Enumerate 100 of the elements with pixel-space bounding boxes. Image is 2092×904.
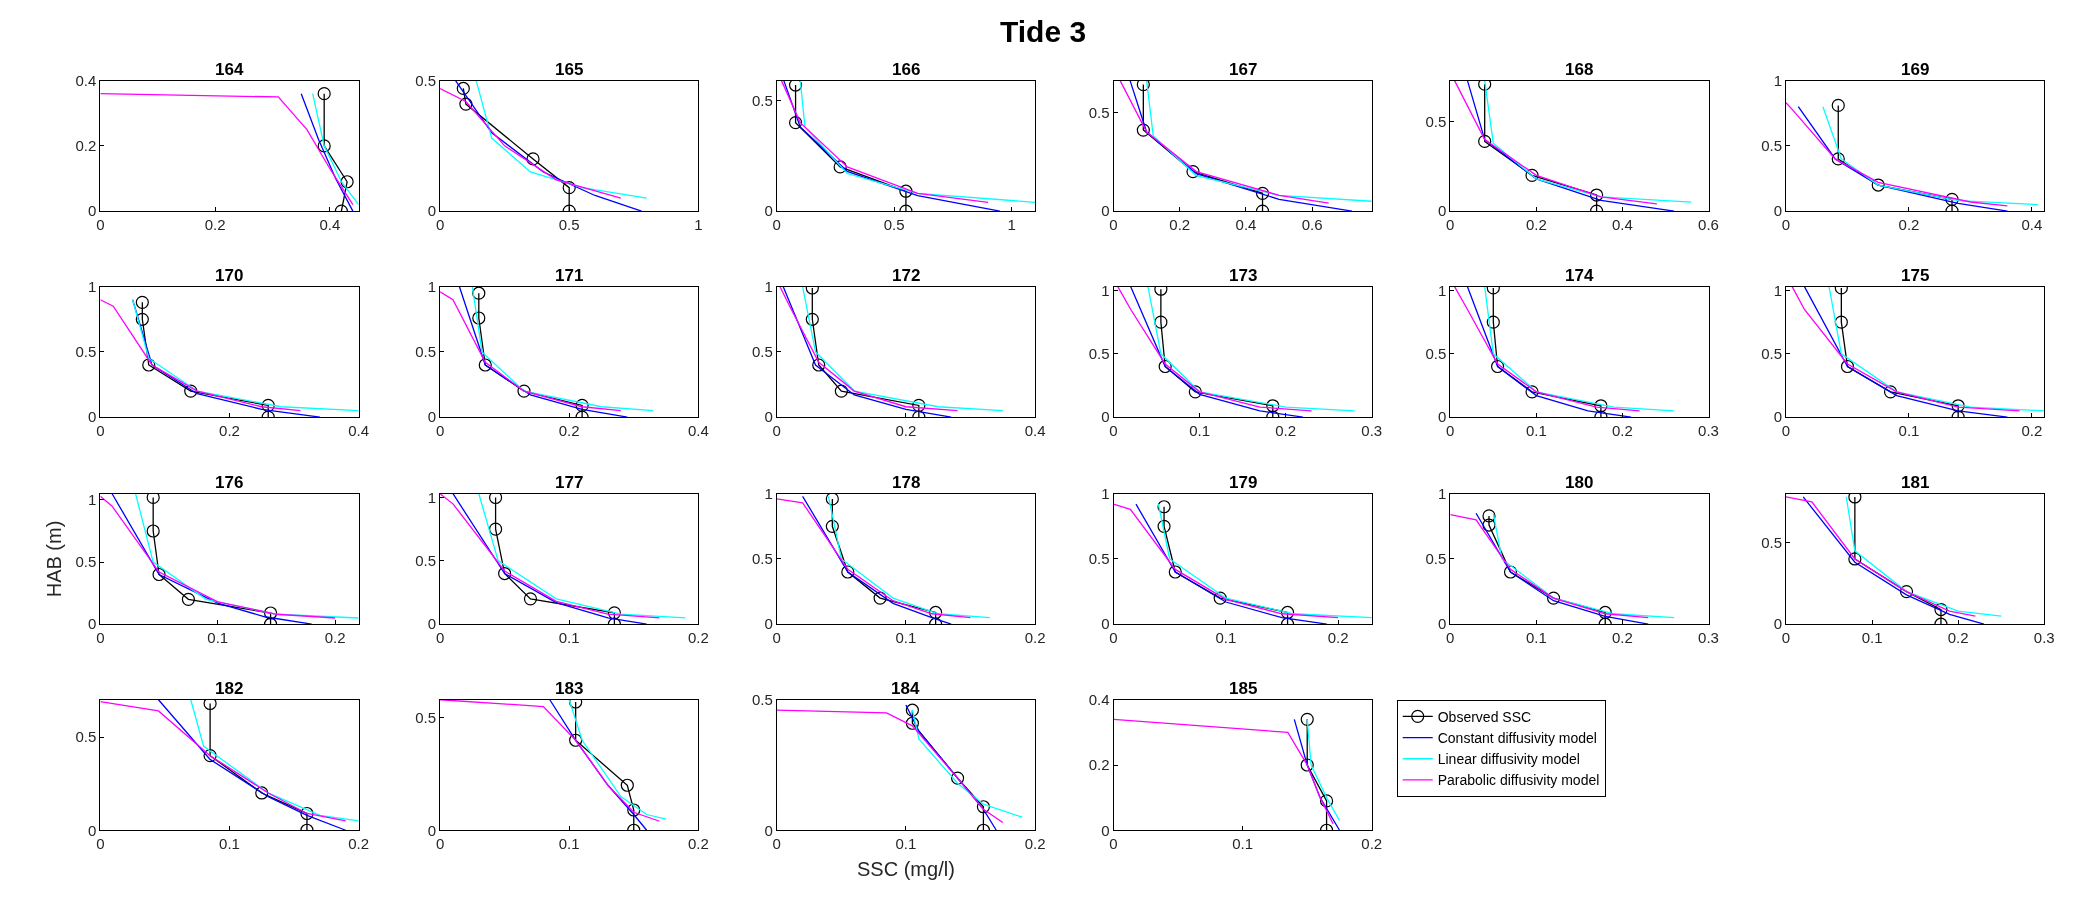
x-tick-label: 0.2	[687, 835, 709, 853]
line-series	[1484, 286, 1675, 412]
y-tick-label: 1	[88, 491, 97, 509]
x-tick-label: 0.5	[883, 216, 905, 234]
point	[1154, 286, 1168, 296]
y-tick-label: 1	[1437, 484, 1447, 502]
x-tick-label: 0.2	[1169, 216, 1191, 234]
legend-label: Parabolic diffusivity model	[1437, 772, 1600, 789]
point	[834, 384, 848, 398]
chart-title: 185	[1229, 679, 1258, 698]
y-tick-label: 0.5	[751, 691, 773, 709]
legend-label: Observed SSC	[1437, 708, 1532, 725]
y-tick-label: 1	[764, 277, 773, 295]
line-series	[475, 80, 648, 199]
point	[1834, 315, 1848, 329]
y-tick-label: 0	[764, 615, 773, 633]
point	[873, 591, 887, 605]
point	[1188, 385, 1202, 399]
x-tick-label: 0.6	[1698, 216, 1719, 234]
point	[255, 786, 269, 800]
point	[181, 592, 195, 606]
y-axis-title: HAB (m)	[42, 520, 65, 598]
line-series	[1845, 496, 2002, 617]
point	[1899, 584, 1914, 599]
point	[1934, 602, 1948, 617]
chart-title: 184	[891, 679, 920, 698]
line-series	[157, 699, 347, 831]
point	[1478, 134, 1492, 148]
x-tick-label: 0.4	[2021, 216, 2043, 234]
line-series	[312, 93, 359, 206]
point	[841, 565, 855, 579]
line-series	[1822, 106, 2039, 206]
line-series	[1453, 80, 1658, 205]
point	[340, 175, 354, 189]
point	[1266, 399, 1280, 413]
x-tick-label: 0.3	[2033, 629, 2055, 647]
y-tick-label: 0	[88, 202, 97, 220]
y-tick-label: 1	[1437, 281, 1447, 299]
point	[1154, 315, 1168, 329]
point	[135, 312, 149, 326]
x-tick-label: 0.2	[687, 629, 709, 647]
point	[1831, 98, 1845, 113]
line-series	[440, 291, 622, 412]
chart-title: 164	[215, 60, 244, 79]
x-tick-label: 0.1	[1525, 629, 1547, 647]
x-tick-label: 0.3	[1361, 422, 1383, 440]
x-tick-label: 0.3	[1698, 422, 1719, 440]
x-tick-label: 0.2	[1024, 629, 1046, 647]
point	[526, 152, 540, 166]
x-tick-label: 0.2	[204, 216, 226, 234]
y-tick-label: 0.5	[1088, 550, 1110, 568]
y-tick-label: 0	[1101, 408, 1110, 426]
x-tick-label: 0.1	[895, 629, 917, 647]
point	[472, 286, 486, 300]
y-tick-label: 0	[764, 408, 773, 426]
point	[562, 181, 576, 195]
point	[317, 87, 331, 101]
x-tick-label: 0.2	[1612, 629, 1633, 647]
line-series	[801, 495, 952, 625]
point	[805, 312, 819, 326]
line-series	[1129, 80, 1353, 212]
point	[1491, 359, 1505, 374]
y-tick-label: 0.5	[1761, 345, 1782, 363]
line-series	[190, 699, 359, 822]
legend-label: Linear diffusivity model	[1437, 751, 1580, 768]
point	[1213, 591, 1227, 605]
y-tick-label: 0	[1101, 615, 1110, 633]
y-tick-label: 0.2	[1088, 756, 1110, 774]
point	[575, 398, 589, 413]
point	[1546, 591, 1561, 605]
x-tick-label: 1	[694, 216, 703, 234]
chart-title: 167	[1229, 60, 1258, 79]
y-tick-label: 0	[1437, 615, 1447, 633]
point	[905, 703, 919, 717]
chart-title: 179	[1229, 473, 1258, 492]
point	[1482, 509, 1496, 523]
line-series	[1475, 512, 1649, 625]
y-tick-label: 0	[1773, 408, 1782, 426]
chart-title: 174	[1565, 266, 1594, 285]
y-tick-label: 0.5	[415, 552, 437, 570]
point	[1280, 605, 1295, 620]
point	[950, 771, 965, 785]
x-tick-label: 0.2	[1525, 216, 1547, 234]
y-tick-label: 0.4	[1088, 691, 1110, 709]
chart-title: 175	[1901, 266, 1930, 285]
x-tick-label: 0.2	[1361, 835, 1383, 853]
chart-title: 176	[215, 473, 244, 492]
x-tick-label: 0.3	[1698, 629, 1719, 647]
chart-title: 177	[555, 473, 584, 492]
line-series	[801, 286, 1004, 412]
point	[261, 398, 275, 413]
point	[1831, 152, 1845, 166]
chart-title: 181	[1901, 473, 1930, 492]
point	[1157, 519, 1171, 533]
line-series	[1119, 80, 1330, 204]
y-tick-label: 0	[427, 408, 437, 426]
point	[1871, 178, 1885, 192]
point	[489, 493, 503, 505]
point	[1486, 315, 1500, 329]
y-tick-label: 0.5	[751, 91, 773, 109]
